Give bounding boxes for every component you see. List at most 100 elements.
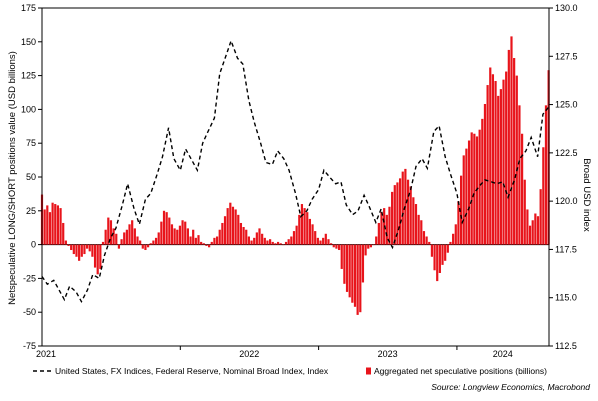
net-position-bar — [398, 178, 402, 245]
net-position-bar — [314, 231, 317, 245]
net-position-bar — [534, 213, 537, 245]
net-position-bar — [141, 244, 144, 249]
net-position-bar — [462, 155, 465, 245]
net-position-bar — [473, 133, 476, 245]
net-position-bar — [536, 216, 540, 245]
net-position-bar — [308, 218, 311, 245]
net-position-bar — [215, 236, 219, 245]
net-position-bar — [64, 240, 67, 245]
net-position-bar — [306, 212, 309, 245]
net-position-bar — [356, 244, 359, 315]
left-axis-tick-label: 125 — [21, 71, 36, 81]
net-position-bar — [88, 244, 91, 252]
net-position-bar — [93, 244, 97, 268]
net-position-bar — [279, 243, 282, 245]
net-position-bar — [444, 244, 447, 261]
net-position-bar — [168, 217, 171, 245]
net-position-bar — [239, 222, 243, 245]
net-position-bar — [83, 244, 86, 255]
net-position-bar — [91, 244, 94, 257]
net-position-bar — [337, 244, 341, 251]
net-position-bar — [412, 197, 415, 245]
net-position-bar — [359, 244, 362, 313]
net-position-bar — [133, 228, 136, 245]
net-position-bar — [528, 225, 532, 245]
net-position-bar — [245, 229, 248, 245]
net-position-bar — [518, 105, 521, 245]
net-position-bar — [247, 236, 250, 245]
net-position-bar — [478, 129, 481, 245]
net-position-bar — [507, 49, 510, 245]
net-position-bar — [420, 220, 423, 245]
net-position-bar — [470, 132, 473, 245]
left-axis-tick-label: 175 — [21, 3, 36, 13]
net-position-bar — [181, 220, 184, 245]
net-position-bar — [165, 212, 168, 245]
net-position-bar — [457, 201, 460, 245]
net-position-bar — [523, 179, 526, 245]
net-position-bar — [475, 136, 479, 245]
net-position-bar — [128, 224, 131, 245]
right-axis-tick-label: 122.5 — [555, 148, 578, 158]
net-position-bar — [131, 220, 134, 245]
net-position-bar — [454, 224, 457, 245]
net-position-bar — [70, 244, 73, 251]
net-position-bar — [430, 244, 434, 257]
net-position-bar — [202, 243, 205, 245]
usd-index-line-layer — [41, 38, 550, 304]
net-position-bar — [526, 209, 529, 245]
left-axis-tick-label: 0 — [31, 240, 36, 250]
net-position-bar — [491, 74, 495, 245]
net-position-bar — [271, 241, 274, 245]
net-position-bar — [422, 231, 426, 245]
net-position-bar — [327, 239, 330, 245]
net-position-bar — [123, 232, 126, 245]
net-position-bar — [330, 243, 333, 245]
net-position-bar — [401, 171, 404, 245]
left-axis-tick-label: 50 — [26, 172, 36, 182]
left-axis-tick-label: 150 — [21, 37, 36, 47]
axes: 175 150 125 100 75 50 25 0 -25 -50 -75 130.0 127.5 12… — [21, 3, 578, 359]
net-position-bar — [85, 244, 89, 249]
net-position-bar — [192, 229, 195, 245]
left-axis-title: Netspeculative LONG/SHORT positions valu… — [7, 51, 18, 305]
net-position-bar — [255, 232, 258, 245]
net-position-bar — [261, 233, 264, 245]
source-note: Source: Longview Economics, Macrobond — [431, 382, 590, 392]
left-axis-tick-label: -50 — [23, 307, 36, 317]
net-position-bar — [120, 239, 123, 245]
net-position-bar — [542, 147, 545, 245]
net-position-bar — [231, 206, 235, 245]
net-position-bar — [184, 221, 187, 245]
net-position-bar — [226, 208, 229, 245]
net-position-bar — [284, 241, 288, 245]
net-position-bar — [497, 95, 500, 245]
net-position-bar — [276, 241, 280, 245]
net-position-bar — [194, 237, 197, 245]
net-position-bar — [324, 233, 327, 245]
net-position-bar — [340, 244, 343, 269]
net-position-bar — [396, 182, 399, 245]
net-position-bar — [208, 244, 211, 248]
right-axis-tick-label: 117.5 — [555, 244, 577, 254]
net-position-bar — [433, 244, 436, 271]
net-position-bar — [242, 227, 245, 245]
net-position-bar — [502, 79, 505, 245]
left-axis-tick-label: 75 — [26, 138, 36, 148]
net-position-bar — [139, 240, 142, 245]
net-position-bar — [51, 202, 54, 245]
net-position-bar — [147, 244, 150, 248]
legend-label-net-positions: Aggregated net speculative positions (bi… — [374, 366, 547, 376]
net-position-bar — [112, 228, 115, 245]
net-position-bar — [223, 216, 227, 245]
net-position-bar — [409, 186, 412, 245]
net-position-bar — [345, 244, 349, 292]
net-position-bar — [499, 89, 502, 245]
net-position-bar — [136, 236, 139, 245]
net-position-bar — [154, 237, 158, 245]
net-position-bar — [544, 105, 548, 245]
net-position-bar — [290, 236, 293, 245]
net-position-bar — [483, 103, 487, 245]
x-axis-tick-label: 2023 — [378, 349, 398, 359]
net-position-bar — [229, 202, 232, 245]
